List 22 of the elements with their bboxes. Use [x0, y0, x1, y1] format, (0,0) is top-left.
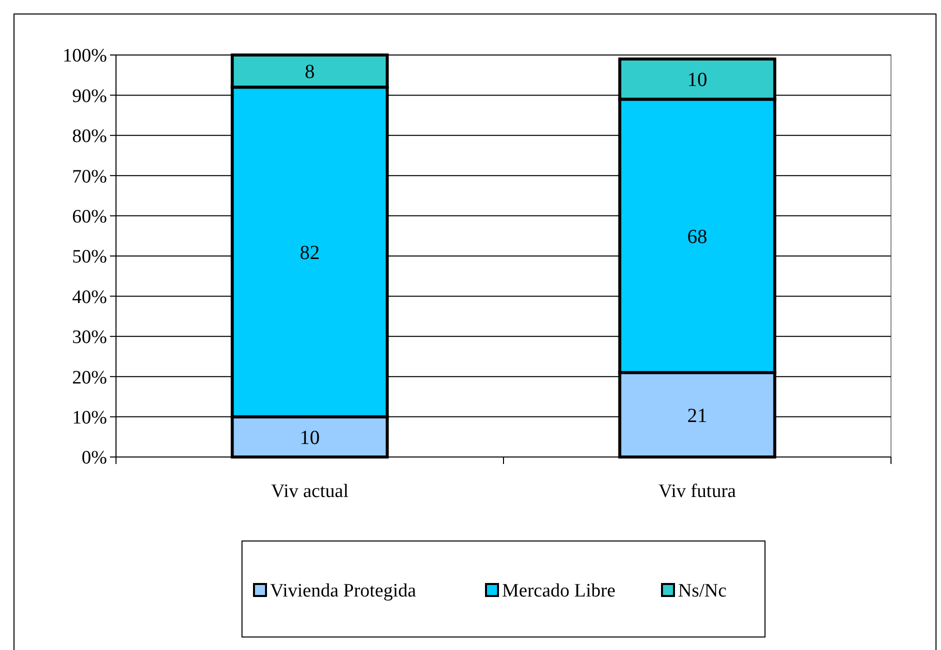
data-label: 82	[300, 242, 320, 264]
data-label: 10	[687, 69, 708, 92]
y-tick-label: 0%	[82, 448, 108, 469]
data-label: 68	[687, 226, 708, 248]
y-tick-label: 90%	[72, 86, 108, 107]
legend-label: Ns/Nc	[678, 580, 727, 602]
y-tick-label: 20%	[72, 367, 108, 388]
legend-label: Vivienda Protegida	[270, 580, 417, 602]
x-tick-label: Viv futura	[658, 481, 737, 502]
y-tick-label: 60%	[72, 206, 108, 228]
data-label: 10	[300, 426, 320, 449]
y-tick-label: 30%	[72, 327, 108, 348]
y-tick-label: 40%	[72, 286, 108, 308]
y-tick-label: 50%	[72, 246, 108, 268]
y-tick-label: 70%	[72, 166, 108, 188]
data-label: 8	[304, 61, 315, 84]
y-tick-label: 100%	[62, 46, 108, 67]
data-label: 21	[687, 404, 708, 427]
y-tick-label: 80%	[72, 126, 108, 148]
x-tick-label: Viv actual	[271, 481, 348, 502]
legend-label: Mercado Libre	[502, 580, 616, 602]
y-tick-label: 10%	[72, 407, 108, 428]
